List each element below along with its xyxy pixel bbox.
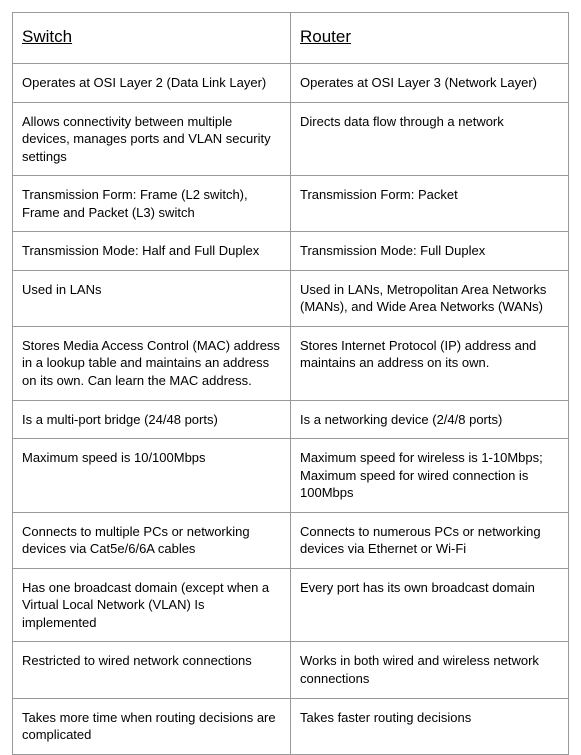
cell-switch: Maximum speed is 10/100Mbps <box>13 439 291 513</box>
cell-switch: Transmission Form: Frame (L2 switch), Fr… <box>13 176 291 232</box>
table-row: Transmission Form: Frame (L2 switch), Fr… <box>13 176 569 232</box>
cell-router: Used in LANs, Metropolitan Area Networks… <box>291 270 569 326</box>
cell-router: Is a networking device (2/4/8 ports) <box>291 400 569 439</box>
cell-switch: Used in LANs <box>13 270 291 326</box>
cell-switch: Is a multi-port bridge (24/48 ports) <box>13 400 291 439</box>
column-header-router: Router <box>291 13 569 64</box>
cell-router: Transmission Mode: Full Duplex <box>291 232 569 271</box>
cell-switch: Takes more time when routing decisions a… <box>13 698 291 754</box>
cell-switch: Connects to multiple PCs or networking d… <box>13 512 291 568</box>
table-row: Restricted to wired network connections … <box>13 642 569 698</box>
cell-switch: Transmission Mode: Half and Full Duplex <box>13 232 291 271</box>
table-row: Takes more time when routing decisions a… <box>13 698 569 754</box>
table-row: Is a multi-port bridge (24/48 ports) Is … <box>13 400 569 439</box>
cell-router: Maximum speed for wireless is 1-10Mbps; … <box>291 439 569 513</box>
cell-router: Takes faster routing decisions <box>291 698 569 754</box>
cell-router: Stores Internet Protocol (IP) address an… <box>291 326 569 400</box>
cell-switch: Allows connectivity between multiple dev… <box>13 102 291 176</box>
table-row: Stores Media Access Control (MAC) addres… <box>13 326 569 400</box>
cell-switch: Restricted to wired network connections <box>13 642 291 698</box>
cell-router: Every port has its own broadcast domain <box>291 568 569 642</box>
cell-switch: Has one broadcast domain (except when a … <box>13 568 291 642</box>
table-header-row: Switch Router <box>13 13 569 64</box>
comparison-table: Switch Router Operates at OSI Layer 2 (D… <box>12 12 569 755</box>
table-row: Connects to multiple PCs or networking d… <box>13 512 569 568</box>
cell-router: Works in both wired and wireless network… <box>291 642 569 698</box>
table-row: Allows connectivity between multiple dev… <box>13 102 569 176</box>
table-row: Has one broadcast domain (except when a … <box>13 568 569 642</box>
table-row: Transmission Mode: Half and Full Duplex … <box>13 232 569 271</box>
table-row: Used in LANs Used in LANs, Metropolitan … <box>13 270 569 326</box>
cell-switch: Operates at OSI Layer 2 (Data Link Layer… <box>13 64 291 103</box>
table-row: Operates at OSI Layer 2 (Data Link Layer… <box>13 64 569 103</box>
cell-router: Operates at OSI Layer 3 (Network Layer) <box>291 64 569 103</box>
column-header-switch: Switch <box>13 13 291 64</box>
table-row: Maximum speed is 10/100Mbps Maximum spee… <box>13 439 569 513</box>
cell-router: Transmission Form: Packet <box>291 176 569 232</box>
cell-switch: Stores Media Access Control (MAC) addres… <box>13 326 291 400</box>
cell-router: Connects to numerous PCs or networking d… <box>291 512 569 568</box>
cell-router: Directs data flow through a network <box>291 102 569 176</box>
